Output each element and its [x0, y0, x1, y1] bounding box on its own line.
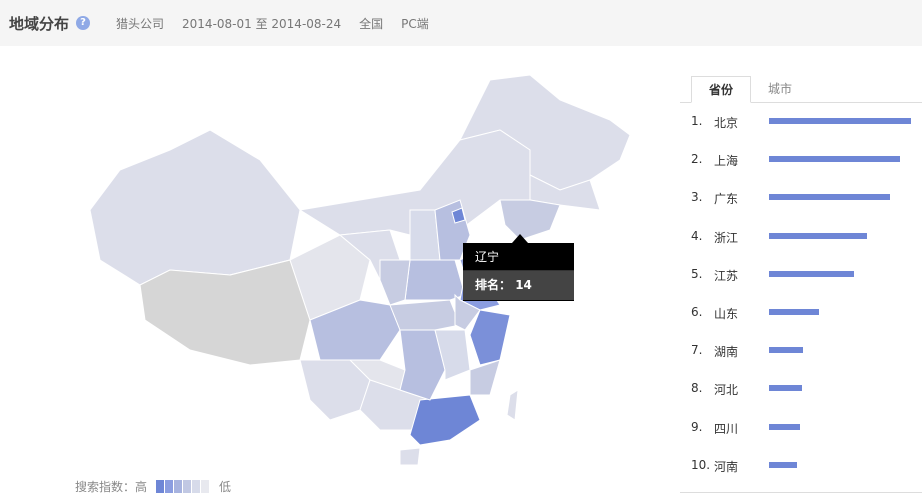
question-icon[interactable]: ?: [76, 16, 91, 30]
legend-low-label: 低: [219, 480, 232, 494]
map-tooltip: 辽宁 排名： 14: [463, 234, 574, 301]
province-guangdong: [409, 394, 481, 446]
tab-city[interactable]: 城市: [767, 82, 792, 96]
rank-bar: [769, 118, 911, 124]
province-taiwan: [506, 389, 519, 421]
rank-bar: [769, 385, 802, 392]
platform-filter: PC端: [401, 16, 429, 31]
date-range: 2014-08-01 至 2014-08-24: [182, 16, 342, 31]
legend-swatch: [201, 480, 210, 493]
legend-label: 搜索指数：高: [75, 480, 148, 494]
header: 地域分布 ? 猎头公司 2014-08-01 至 2014-08-24 全国 P…: [0, 0, 922, 46]
ranking-row: 10. 河南: [680, 446, 922, 484]
rank-bar: [769, 461, 798, 468]
province-name: 河北: [714, 383, 739, 398]
rank-number: 2.: [691, 152, 703, 167]
province-name: 北京: [714, 116, 739, 130]
rank-number: 4.: [691, 228, 703, 243]
province-anhui: [454, 293, 481, 331]
tooltip-rank-value: 14: [515, 278, 532, 292]
map-legend: 搜索指数：高 低: [75, 478, 231, 495]
ranking-row: 2. 上海: [680, 140, 922, 178]
company-filter: 猎头公司: [116, 16, 165, 31]
province-name: 山东: [714, 306, 739, 321]
rank-bar: [769, 232, 867, 239]
rank-bar: [769, 194, 890, 201]
region-filter: 全国: [359, 16, 384, 31]
ranking-row: 3. 广东: [680, 178, 922, 216]
province-qinghai: [229, 234, 371, 321]
province-name: 浙江: [714, 230, 739, 245]
tooltip-rank: 排名： 14: [463, 271, 574, 300]
province-name: 江苏: [714, 268, 739, 283]
ranking-row: 5. 江苏: [680, 255, 922, 293]
province-zhejiang: [469, 309, 511, 366]
tooltip-province: 辽宁: [463, 243, 574, 271]
ranking-list: 1. 北京 2. 上海 3. 广东 4. 浙江 5. 江苏 6. 山东 7. 湖南 8. 河北 9. 四川 10. 河…: [680, 102, 922, 484]
province-fujian: [469, 359, 501, 396]
tab-province[interactable]: 省份: [691, 76, 751, 103]
rank-number: 7.: [691, 343, 703, 358]
rank-number: 8.: [691, 381, 703, 396]
rank-bar: [769, 270, 855, 277]
ranking-row: 4. 浙江: [680, 217, 922, 255]
tab-bar: 省份 城市: [680, 76, 922, 103]
rank-number: 1.: [691, 114, 703, 128]
rank-bar: [769, 423, 801, 430]
page-title: 地域分布: [9, 14, 70, 33]
rank-bar: [769, 308, 819, 315]
ranking-row: 6. 山东: [680, 293, 922, 331]
province-xinjiang: [89, 129, 301, 286]
province-beijing: [451, 207, 466, 224]
rank-number: 9.: [691, 419, 703, 434]
ranking-row: 9. 四川: [680, 408, 922, 446]
legend-swatch: [165, 480, 174, 493]
legend-swatch: [183, 480, 192, 493]
province-name: 湖南: [714, 345, 739, 360]
legend-swatch: [156, 480, 165, 493]
legend-swatch: [174, 480, 183, 493]
divider: [680, 492, 922, 493]
province-name: 广东: [714, 192, 739, 207]
rank-bar: [769, 347, 804, 354]
ranking-row: 7. 湖南: [680, 331, 922, 369]
rank-bar: [769, 156, 900, 163]
province-tibet: [139, 259, 311, 366]
tooltip-arrow: [512, 234, 528, 243]
legend-swatch: [192, 480, 201, 493]
rank-number: 6.: [691, 304, 703, 319]
china-map[interactable]: [60, 60, 640, 480]
rank-number: 5.: [691, 266, 703, 281]
province-hubei: [389, 299, 461, 331]
province-hainan: [399, 447, 421, 466]
province-jiangxi: [434, 329, 471, 381]
province-henan: [404, 259, 466, 301]
province-name: 四川: [714, 421, 739, 436]
rank-number: 3.: [691, 190, 703, 205]
province-shaanxi: [379, 259, 411, 306]
rank-number: 10.: [691, 457, 711, 472]
ranking-row: 1. 北京: [680, 102, 922, 140]
province-inner-mongolia: [298, 129, 531, 241]
province-liaoning: [499, 199, 561, 241]
province-name: 上海: [714, 154, 739, 169]
ranking-row: 8. 河北: [680, 369, 922, 407]
tooltip-rank-label: 排名：: [475, 278, 512, 292]
province-name: 河南: [714, 459, 739, 474]
